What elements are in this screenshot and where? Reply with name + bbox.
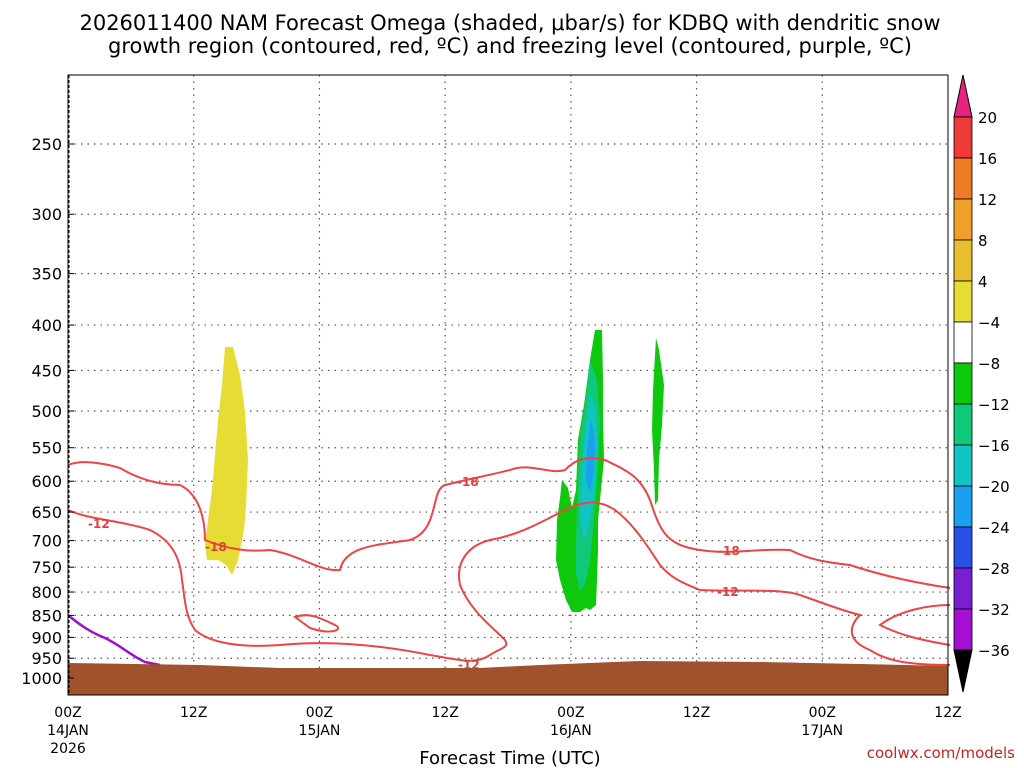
colorbar-segment <box>953 280 973 323</box>
colorbar-segment <box>953 567 973 610</box>
y-tick-label: 400 <box>31 316 62 335</box>
contour-minus18-loop <box>292 614 340 633</box>
credit-text: coolwx.com/models <box>867 744 1015 762</box>
y-tick-label: 1000 <box>21 669 62 688</box>
contour-minus18-main <box>67 457 951 589</box>
colorbar-label: −24 <box>978 519 1010 537</box>
colorbar-segment <box>953 608 973 651</box>
x-tick-date: 17JAN <box>801 723 843 739</box>
x-tick-label: 00Z <box>54 705 81 721</box>
colorbar-label: −12 <box>978 396 1010 414</box>
colorbar-segment <box>953 403 973 446</box>
y-tick-label: 850 <box>31 606 62 625</box>
x-tick-label: 00Z <box>306 705 333 721</box>
y-tick-label: 450 <box>31 361 62 380</box>
y-tick-label: 700 <box>31 532 62 551</box>
y-tick-label: 350 <box>31 265 62 284</box>
x-tick-label: 12Z <box>180 705 207 721</box>
contour-minus12-right <box>878 604 951 646</box>
y-tick-label: 550 <box>31 439 62 458</box>
colorbar-label: −36 <box>978 642 1010 660</box>
colorbar-label: 12 <box>978 191 997 209</box>
colorbar-label: 8 <box>978 232 988 250</box>
y-tick-label: 950 <box>31 649 62 668</box>
colorbar-segment <box>953 444 973 487</box>
ground-terrain <box>68 661 948 695</box>
y-tick-label: 900 <box>31 628 62 647</box>
y-axis-ticks: 250 300 350 400 450 500 550 600 650 700 750 800 850 9… <box>21 135 74 688</box>
x-tick-date: 14JAN <box>47 723 89 739</box>
omega-positive-region <box>205 347 248 575</box>
omega-negative-region-secondary <box>652 338 664 505</box>
x-tick-date: 16JAN <box>550 723 592 739</box>
contour-label: -18 <box>718 544 740 558</box>
chart-title-line1: 2026011400 NAM Forecast Omega (shaded, μ… <box>79 11 940 35</box>
y-tick-label: 800 <box>31 583 62 602</box>
y-tick-label: 600 <box>31 472 62 491</box>
contour-label: -12 <box>717 585 739 599</box>
colorbar-label: −8 <box>978 355 1000 373</box>
y-tick-label: 500 <box>31 402 62 421</box>
y-tick-label: 250 <box>31 135 62 154</box>
freezing-contour-left <box>67 614 161 667</box>
x-tick-date: 15JAN <box>299 723 341 739</box>
contour-label: -12 <box>88 517 110 531</box>
colorbar-segment <box>953 321 973 364</box>
colorbar-label: −28 <box>978 560 1010 578</box>
colorbar-segment <box>953 239 973 282</box>
snow-growth-contours <box>67 457 951 666</box>
y-tick-label: 650 <box>31 503 62 522</box>
chart-title-line2: growth region (contoured, red, ºC) and f… <box>108 34 912 58</box>
x-tick-label: 00Z <box>557 705 584 721</box>
x-tick-label: 12Z <box>431 705 458 721</box>
x-tick-label: 12Z <box>934 705 961 721</box>
colorbar-segment <box>953 198 973 241</box>
x-axis-ticks: 00Z 14JAN 2026 12Z 00Z 15JAN 12Z 00Z 16JAN 12Z 00Z… <box>47 705 962 757</box>
x-tick-year: 2026 <box>50 741 86 757</box>
colorbar-label: −20 <box>978 478 1010 496</box>
omega-negative-region-max <box>586 420 595 492</box>
contour-label: -18 <box>205 540 227 554</box>
y-tick-label: 300 <box>31 205 62 224</box>
x-axis-label: Forecast Time (UTC) <box>419 748 600 768</box>
colorbar-top-triangle <box>953 74 973 118</box>
x-tick-label: 12Z <box>683 705 710 721</box>
colorbar-label: −16 <box>978 437 1010 455</box>
colorbar-segment <box>953 485 973 528</box>
plot-area <box>68 75 948 695</box>
y-tick-label: 750 <box>31 558 62 577</box>
colorbar-label: 16 <box>978 150 997 168</box>
colorbar-label: 4 <box>978 273 988 291</box>
colorbar-label: 20 <box>978 109 997 127</box>
x-tick-label: 00Z <box>809 705 836 721</box>
colorbar-label: −4 <box>978 314 1000 332</box>
colorbar-segment <box>953 157 973 200</box>
colorbar-bottom-triangle <box>953 649 973 693</box>
contour-minus12-left <box>67 501 951 666</box>
colorbar-segment <box>953 526 973 569</box>
colorbar-segment <box>953 116 973 159</box>
colorbar: 20 16 12 8 4 −4 −8 −12 −16 −20 −24 −28 −32 −36 <box>953 74 1010 693</box>
colorbar-label: −32 <box>978 601 1010 619</box>
colorbar-segment <box>953 362 973 405</box>
plot-border <box>67 74 949 696</box>
contour-label: -18 <box>457 475 479 489</box>
